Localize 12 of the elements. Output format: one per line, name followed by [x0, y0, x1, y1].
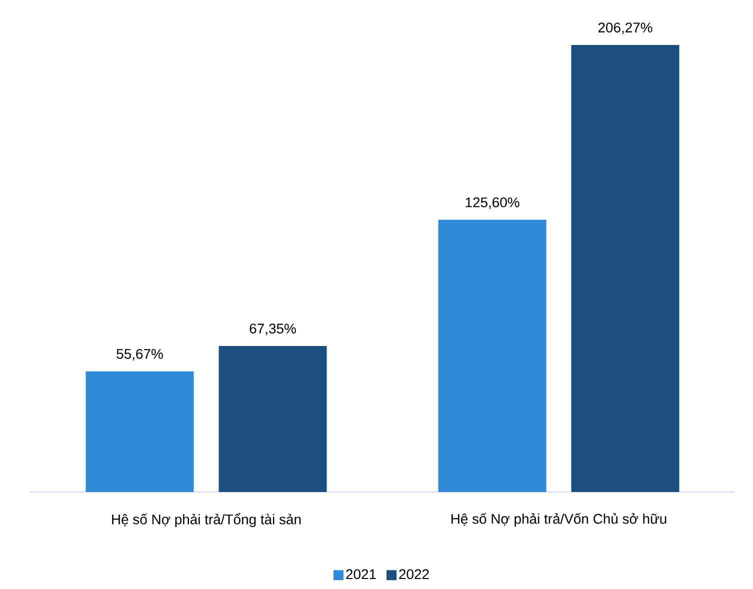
bar [86, 371, 194, 492]
data-label: 206,27% [598, 22, 652, 34]
data-label: 55,67% [116, 348, 163, 360]
data-label: 67,35% [250, 324, 296, 336]
bar [438, 220, 546, 492]
legend-label: 2022 [399, 569, 429, 580]
data-label: 125,60% [466, 197, 520, 209]
legend-label: 2021 [346, 569, 376, 580]
bar [571, 44, 680, 492]
x-tick-label: Hệ số Nợ phải trả/Vốn Chủ sở hữu [452, 512, 666, 527]
bar [218, 346, 327, 492]
x-tick-label: Hệ số Nợ phải trả/Tổng tài sản [112, 512, 301, 528]
